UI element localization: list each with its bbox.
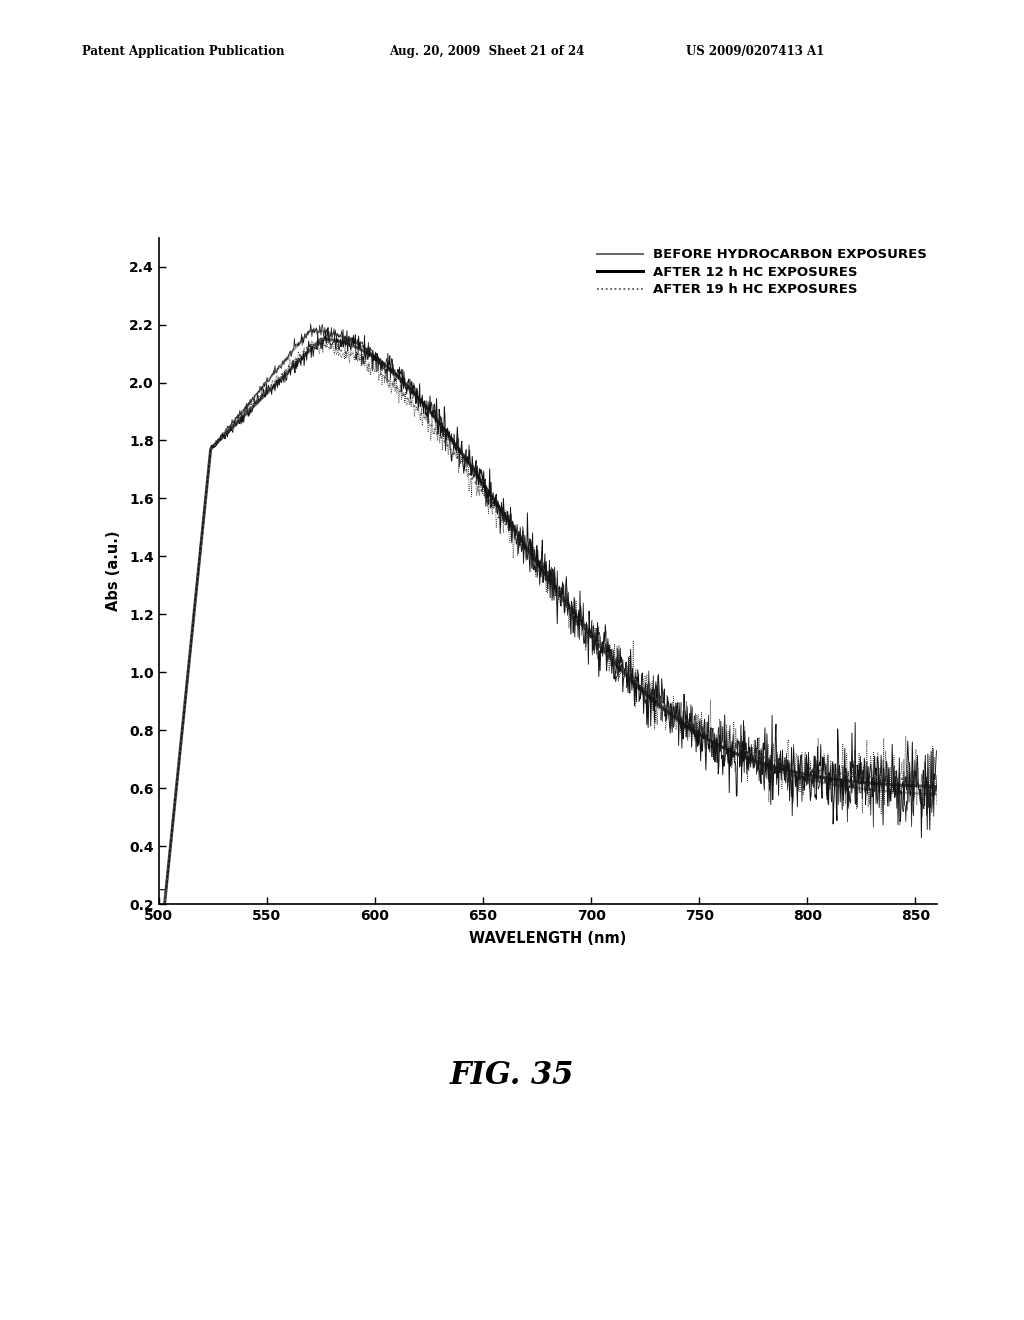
- Text: Aug. 20, 2009  Sheet 21 of 24: Aug. 20, 2009 Sheet 21 of 24: [389, 45, 585, 58]
- X-axis label: WAVELENGTH (nm): WAVELENGTH (nm): [469, 932, 627, 946]
- Text: FIG. 35: FIG. 35: [450, 1060, 574, 1092]
- Text: Patent Application Publication: Patent Application Publication: [82, 45, 285, 58]
- Text: US 2009/0207413 A1: US 2009/0207413 A1: [686, 45, 824, 58]
- Legend: BEFORE HYDROCARBON EXPOSURES, AFTER 12 h HC EXPOSURES, AFTER 19 h HC EXPOSURES: BEFORE HYDROCARBON EXPOSURES, AFTER 12 h…: [593, 244, 931, 301]
- Y-axis label: Abs (a.u.): Abs (a.u.): [105, 531, 121, 611]
